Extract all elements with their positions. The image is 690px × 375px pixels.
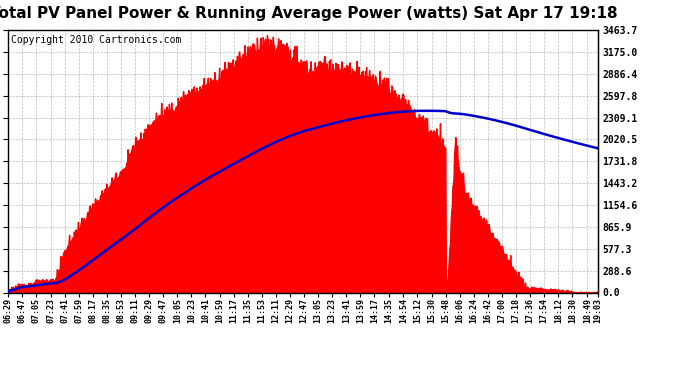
Text: Copyright 2010 Cartronics.com: Copyright 2010 Cartronics.com: [11, 35, 181, 45]
Text: Total PV Panel Power & Running Average Power (watts) Sat Apr 17 19:18: Total PV Panel Power & Running Average P…: [0, 6, 618, 21]
